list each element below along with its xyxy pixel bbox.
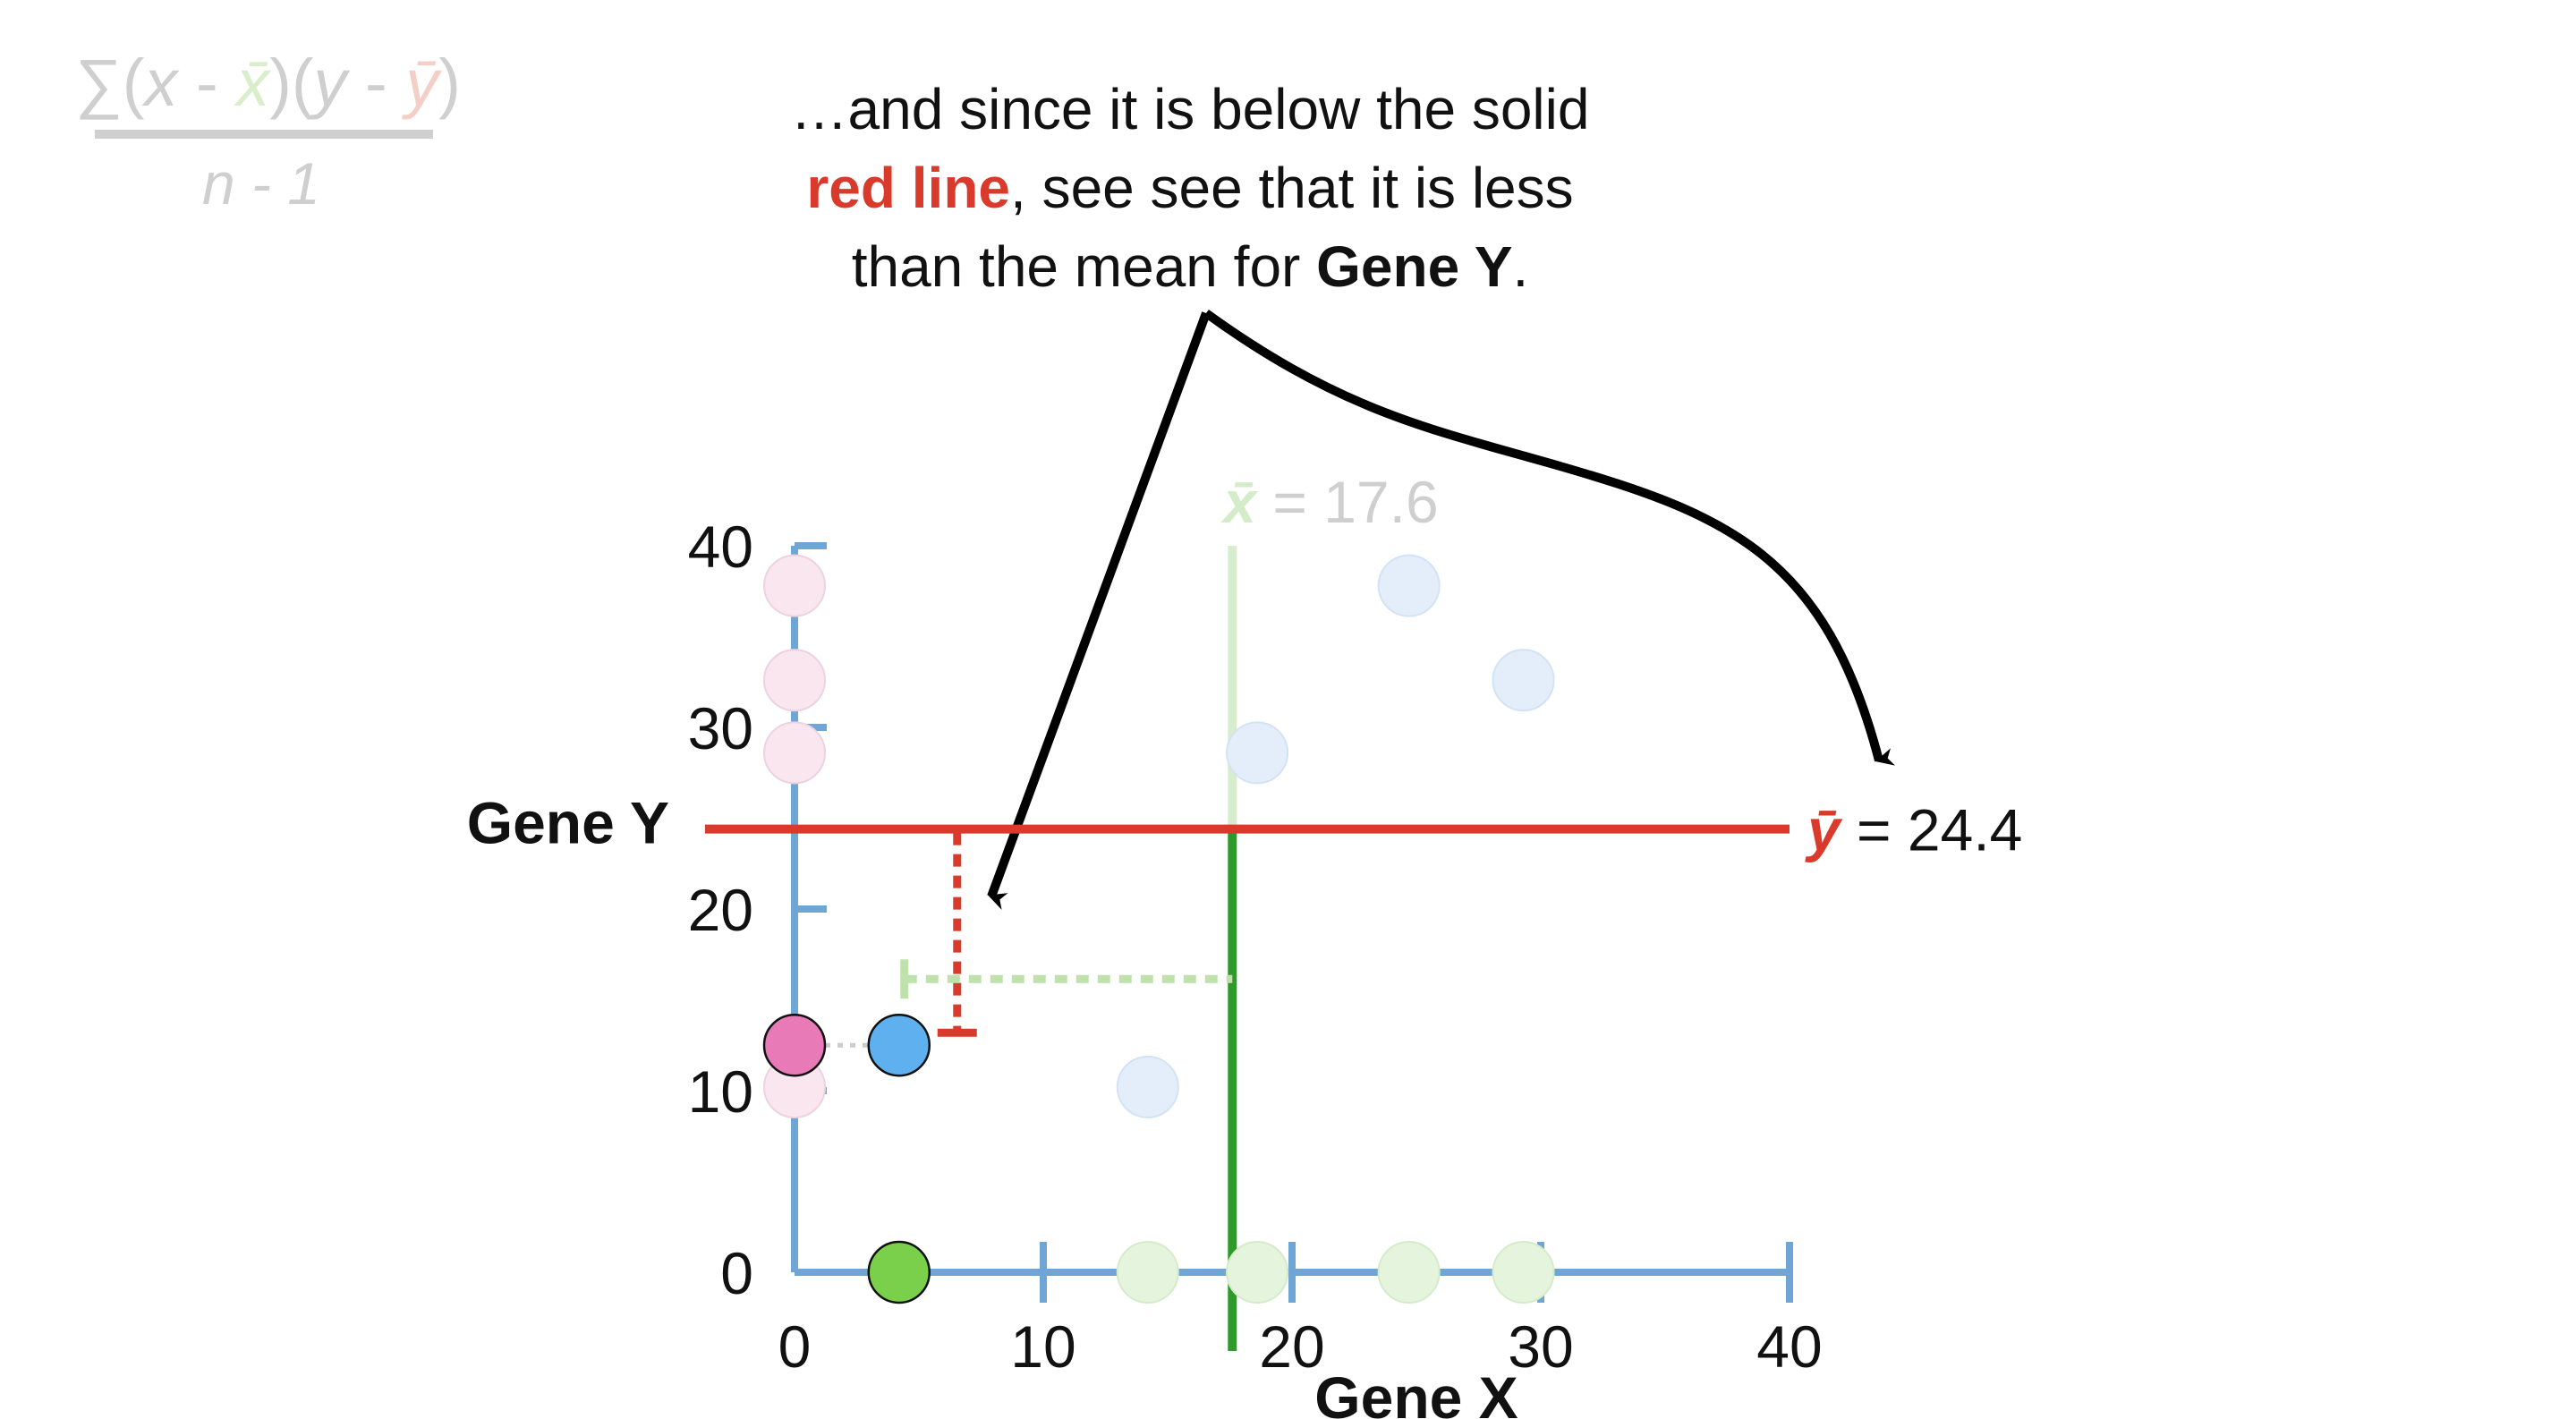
mean-x-symbol: x̄ bbox=[1220, 469, 1258, 535]
caption-line-3-start: than the mean for bbox=[851, 234, 1317, 299]
axes bbox=[791, 542, 1793, 1303]
covariance-formula: ∑(x - x̄)(y - ȳ) n - 1 bbox=[75, 46, 461, 217]
caption-line-1: …and since it is below the solid bbox=[790, 77, 1590, 141]
data-point bbox=[1492, 649, 1555, 712]
formula-y-mean: ȳ bbox=[401, 46, 442, 120]
caption-gene-y-text: Gene Y bbox=[1316, 234, 1513, 299]
formula-x: x bbox=[141, 46, 180, 120]
formula-minus-1: - bbox=[177, 46, 236, 120]
data-points bbox=[762, 554, 1555, 1304]
x-axis-title: Gene X bbox=[1314, 1364, 1518, 1419]
x-projection-point bbox=[1116, 1241, 1179, 1304]
y-projection-point bbox=[762, 1014, 827, 1077]
caption-line-3: than the mean for Gene Y. bbox=[591, 227, 1790, 306]
mean-x-label: x̄ = 17.6 bbox=[1220, 469, 1438, 535]
scatter-plot: 00 10 10 20 20 30 30 40 40 Gene X Gene Y x̄ = 17.6 ȳ… bbox=[467, 469, 2023, 1419]
callout-arrows bbox=[987, 309, 1896, 910]
formula-paren-mid: )( bbox=[269, 46, 314, 120]
arrow-to-mean-y-label-icon bbox=[1203, 309, 1896, 766]
mean-y-label: ȳ = 24.4 bbox=[1805, 797, 2022, 863]
arrow-to-deviation-icon bbox=[987, 311, 1211, 910]
x-projection-point bbox=[1492, 1241, 1555, 1304]
mean-y-symbol: ȳ bbox=[1805, 797, 1843, 863]
caption-red-line-text: red line bbox=[806, 156, 1010, 220]
formula-minus-2: - bbox=[346, 46, 405, 120]
formula-sum-symbol: ∑ bbox=[75, 46, 123, 120]
data-point bbox=[867, 1014, 931, 1077]
y-tick-label: 0 bbox=[720, 1240, 753, 1306]
caption: …and since it is below the solid red lin… bbox=[591, 70, 1790, 306]
y-projection-point bbox=[763, 721, 826, 785]
mean-y-value: = 24.4 bbox=[1841, 797, 2023, 863]
x-tick-label: 10 bbox=[1010, 1313, 1075, 1380]
formula-denominator: n - 1 bbox=[202, 150, 320, 217]
caption-line-3-end: . bbox=[1512, 234, 1529, 299]
caption-line-2-rest: , see see that it is less bbox=[1010, 156, 1574, 220]
x-projection-point bbox=[867, 1240, 931, 1304]
y-projection-point bbox=[763, 554, 826, 617]
y-tick-label: 40 bbox=[688, 514, 753, 580]
x-tick-label: 20 bbox=[1259, 1313, 1324, 1380]
svg-text:∑(x - x̄)(y - ȳ): ∑(x - x̄)(y - ȳ) bbox=[75, 46, 461, 120]
axis-labels: 00 10 10 20 20 30 30 40 40 Gene X Gene Y x̄ = 17.6 ȳ… bbox=[467, 469, 2023, 1419]
deviation-lines bbox=[825, 832, 1233, 1048]
mean-x-value: = 17.6 bbox=[1256, 469, 1439, 535]
formula-paren-open: ( bbox=[123, 46, 145, 120]
mean-lines bbox=[705, 546, 1790, 1351]
x-tick-label: 30 bbox=[1508, 1313, 1573, 1380]
caption-line-2: red line, see see that it is less bbox=[591, 149, 1790, 227]
y-tick-label: 20 bbox=[688, 877, 753, 943]
data-point bbox=[1116, 1055, 1179, 1118]
data-point bbox=[1377, 554, 1441, 617]
y-tick-label: 30 bbox=[688, 695, 753, 761]
formula-paren-close: ) bbox=[438, 46, 461, 120]
formula-x-mean: x̄ bbox=[234, 46, 272, 120]
y-tick-label: 10 bbox=[688, 1058, 753, 1125]
formula-y: y bbox=[309, 46, 350, 120]
x-tick-label: 0 bbox=[778, 1313, 812, 1380]
y-axis-title: Gene Y bbox=[467, 790, 669, 856]
x-projection-point bbox=[1226, 1241, 1289, 1304]
x-projection-point bbox=[1377, 1241, 1441, 1304]
data-point bbox=[1226, 721, 1289, 785]
x-tick-label: 40 bbox=[1756, 1313, 1822, 1380]
y-projection-point bbox=[763, 649, 826, 712]
